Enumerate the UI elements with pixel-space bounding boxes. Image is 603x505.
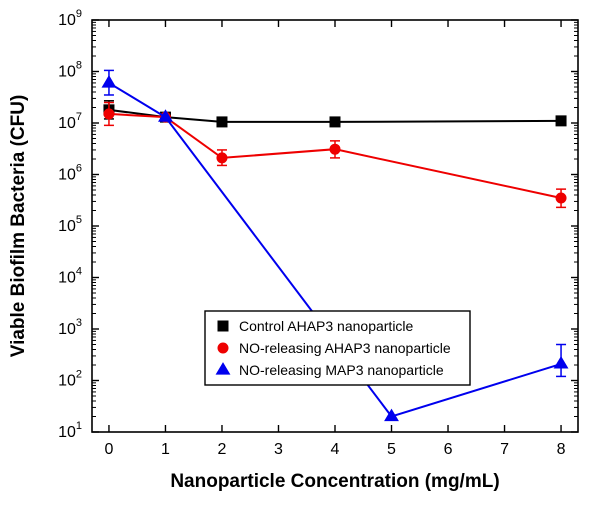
y-axis-label: Viable Biofilm Bacteria (CFU) xyxy=(8,95,29,358)
svg-text:5: 5 xyxy=(387,441,396,458)
svg-text:103: 103 xyxy=(58,317,82,338)
svg-text:4: 4 xyxy=(331,441,340,458)
svg-text:101: 101 xyxy=(58,420,82,441)
svg-text:106: 106 xyxy=(58,163,82,184)
svg-text:102: 102 xyxy=(58,369,82,390)
svg-text:1: 1 xyxy=(161,441,170,458)
legend-item-label: NO-releasing AHAP3 nanoparticle xyxy=(239,340,451,356)
svg-text:3: 3 xyxy=(274,441,283,458)
x-axis-label: Nanoparticle Concentration (mg/mL) xyxy=(170,471,499,492)
svg-text:6: 6 xyxy=(444,441,453,458)
chart-container: 0 1 2 3 4 5 6 7 8 101 102 103 104 105 106 107 108 109 Nano… xyxy=(0,0,603,505)
legend-item-label: NO-releasing MAP3 nanoparticle xyxy=(239,362,444,378)
svg-text:107: 107 xyxy=(58,111,82,132)
svg-text:7: 7 xyxy=(500,441,509,458)
svg-text:109: 109 xyxy=(58,8,82,29)
legend-item-label: Control AHAP3 nanoparticle xyxy=(239,318,414,334)
biofilm-chart: 0 1 2 3 4 5 6 7 8 101 102 103 104 105 106 107 108 109 Nano… xyxy=(0,0,603,505)
svg-text:0: 0 xyxy=(105,441,114,458)
svg-text:2: 2 xyxy=(218,441,227,458)
svg-text:8: 8 xyxy=(557,441,566,458)
svg-text:105: 105 xyxy=(58,214,82,235)
svg-text:108: 108 xyxy=(58,60,82,81)
svg-text:104: 104 xyxy=(58,266,82,287)
